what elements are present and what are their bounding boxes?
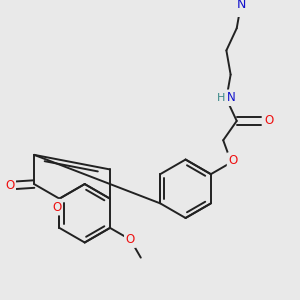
Text: O: O (229, 154, 238, 167)
Text: O: O (126, 233, 135, 246)
Text: H: H (217, 93, 225, 103)
Text: O: O (264, 114, 273, 128)
Text: N: N (236, 0, 246, 11)
Text: N: N (227, 91, 236, 104)
Text: O: O (5, 179, 14, 192)
Text: O: O (52, 201, 61, 214)
